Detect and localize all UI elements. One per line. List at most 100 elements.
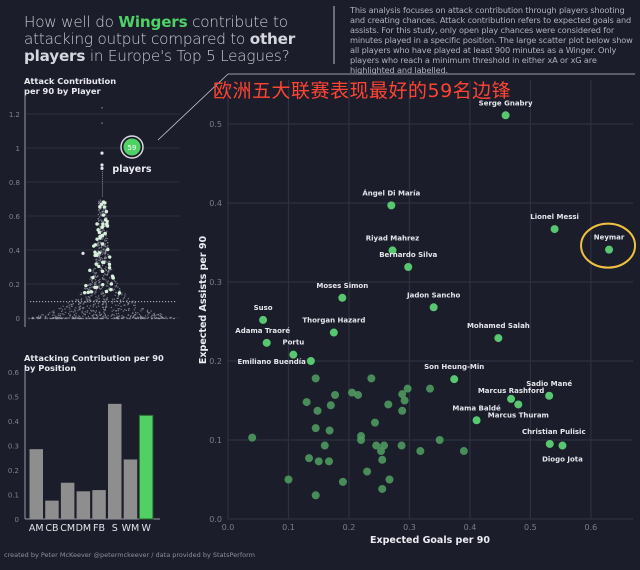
player-dot <box>384 400 393 409</box>
player-label: Serge Gnabry <box>479 99 533 107</box>
player-dot <box>550 225 559 234</box>
winger-dot <box>117 291 122 295</box>
player-dot <box>363 467 372 476</box>
winger-dot <box>94 285 99 289</box>
player-dot <box>354 390 363 399</box>
player-dot <box>314 457 323 466</box>
winger-dot <box>104 289 109 294</box>
player-dot <box>320 441 329 450</box>
bar-chart: 0 0.1 0.2 0.3 0.4 0.5 0.6 AM CB CM DM FB S WM W <box>8 369 160 534</box>
description-divider <box>333 6 335 64</box>
y-tick-label: 0.2 <box>8 467 19 475</box>
x-tick-label: 0.3 <box>403 523 416 532</box>
player-label: Christian Pulisic <box>522 428 586 436</box>
y-tick-label: 1 <box>16 145 20 153</box>
player-dot <box>378 484 387 493</box>
y-tick-label: 0.6 <box>8 369 20 377</box>
player-dot <box>380 441 389 450</box>
player-dot <box>289 350 298 359</box>
bar-cb <box>45 500 59 519</box>
winger-dot <box>100 233 105 238</box>
player-label: Riyad Mahrez <box>366 234 419 242</box>
player-dot <box>311 374 320 383</box>
y-tick-label: 0.1 <box>209 436 222 445</box>
player-label: Moses Simon <box>316 282 368 290</box>
player-dot <box>326 401 335 410</box>
bar-am <box>29 449 43 519</box>
x-axis-label: Expected Goals per 90 <box>370 535 490 546</box>
winger-dot <box>91 275 95 280</box>
winger-dot <box>100 242 105 246</box>
winger-dot <box>88 268 92 273</box>
x-tick-label: 0.2 <box>343 523 356 532</box>
player-label: Son Heung-Min <box>424 363 484 371</box>
player-label: Suso <box>254 304 273 312</box>
player-dot <box>545 439 554 448</box>
winger-dot <box>100 225 104 230</box>
winger-dot <box>97 230 102 235</box>
x-tick-label: 0.0 <box>222 523 235 532</box>
winger-dot <box>107 266 112 270</box>
overlay-caption: 欧洲五大联赛表现最好的59名边锋 <box>213 80 512 102</box>
x-tick-label: CM <box>60 523 75 534</box>
player-dot <box>416 447 425 456</box>
y-tick-label: 0.1 <box>8 492 19 500</box>
x-tick-label: CB <box>45 523 58 534</box>
winger-dot <box>93 243 98 247</box>
highlight-ring <box>580 222 637 269</box>
player-label: Marcus Thuram <box>488 411 549 419</box>
winger-dot <box>101 222 105 226</box>
winger-dot <box>97 251 102 255</box>
bar-fb <box>92 490 106 519</box>
player-dot <box>311 491 320 500</box>
other-players-highlight: other players <box>24 30 296 65</box>
winger-dot <box>99 202 104 207</box>
winger-dot <box>103 201 107 205</box>
winger-dot <box>95 222 99 226</box>
winger-dot <box>105 222 109 226</box>
y-tick-label: 0.5 <box>8 394 19 402</box>
beeswarm-title: Attack Contribution per 90 by Player <box>24 76 117 96</box>
player-label: Marcus Rashford <box>478 387 544 395</box>
winger-dot <box>100 269 105 274</box>
bar-chart-title: Attacking Contribution per 90 by Positio… <box>24 353 164 373</box>
player-dot <box>367 374 376 383</box>
winger-dot <box>106 247 110 252</box>
y-tick-label: 0.4 <box>9 247 21 255</box>
player-dot <box>398 406 407 415</box>
winger-dot <box>96 228 100 232</box>
player-dot <box>429 303 438 312</box>
player-dot <box>435 436 444 444</box>
player-dot <box>378 455 387 464</box>
y-tick-label: 0.6 <box>9 213 21 221</box>
winger-dot <box>84 283 88 288</box>
player-label: Bernardo Silva <box>379 251 437 259</box>
player-label: Adama Traoré <box>235 327 290 335</box>
player-dot <box>558 441 567 450</box>
player-dot <box>347 388 356 397</box>
player-dot <box>306 357 315 365</box>
y-tick-label: 0.3 <box>8 443 19 451</box>
x-tick-label: 0.1 <box>282 523 295 532</box>
y-tick-label: 0.3 <box>209 278 222 287</box>
player-dot <box>370 418 379 427</box>
player-dot <box>262 338 271 347</box>
player-label: Diogo Jota <box>542 456 583 464</box>
bar-cm <box>60 482 75 519</box>
y-tick-label: 0.2 <box>9 281 20 289</box>
players-label: players <box>112 164 151 175</box>
player-dot <box>311 424 320 433</box>
player-dot <box>357 436 366 444</box>
y-axis-label: Expected Assists per 90 <box>198 236 209 365</box>
player-dot <box>325 457 334 466</box>
player-dot <box>338 293 347 302</box>
player-label: Mohamed Salah <box>467 322 530 330</box>
player-dot <box>338 477 347 486</box>
player-label: Jadon Sancho <box>406 291 460 299</box>
player-label: Neymar <box>594 234 625 242</box>
player-dot <box>450 375 459 384</box>
winger-dot <box>101 213 106 217</box>
player-dot <box>329 328 338 337</box>
y-tick-label: 0 <box>16 315 20 323</box>
